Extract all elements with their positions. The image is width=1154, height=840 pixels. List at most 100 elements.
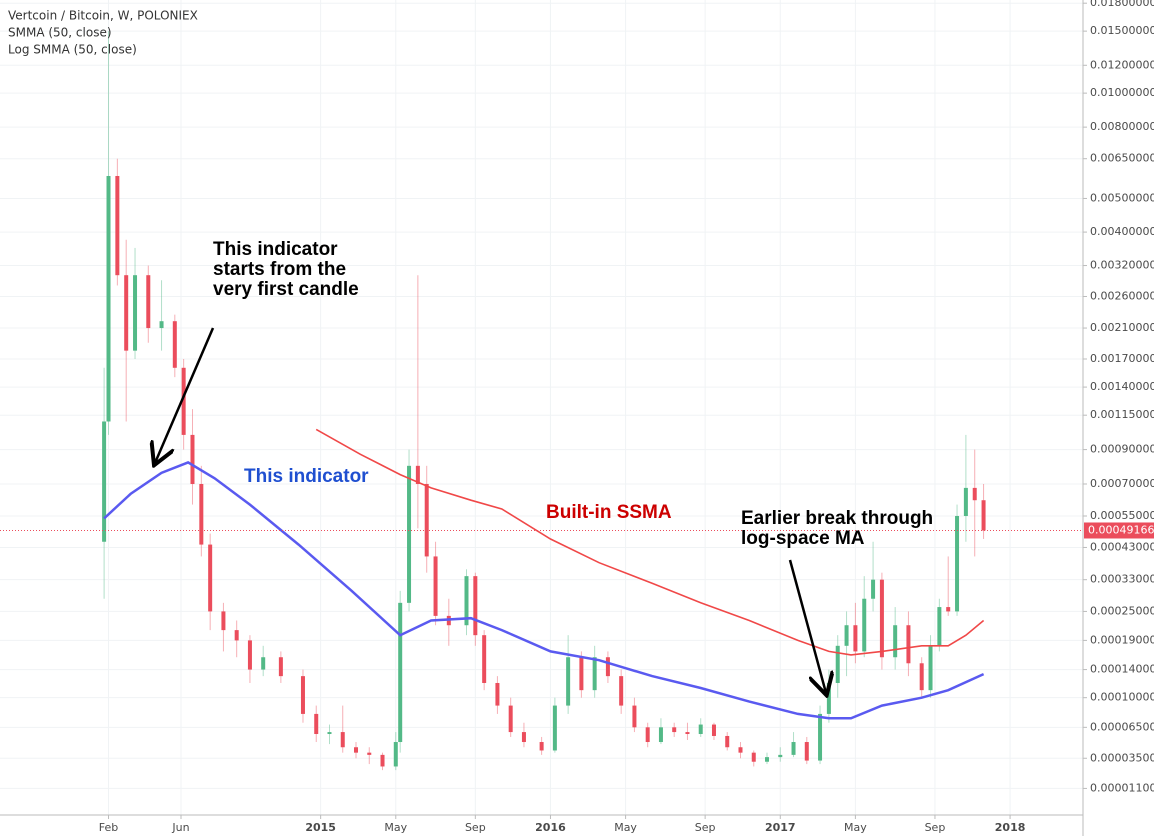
x-tick-label: May [614, 821, 637, 834]
candle-body [424, 483, 429, 557]
candle-body [738, 747, 743, 753]
candle-body [972, 487, 977, 501]
x-tick-label: May [844, 821, 867, 834]
candle-body [115, 175, 120, 276]
candle-body [765, 757, 770, 762]
candle-body [685, 732, 690, 735]
candle-body [327, 732, 332, 735]
arrow [155, 327, 215, 463]
y-tick-label: 0.01500000 [1090, 24, 1154, 37]
candle-body [906, 625, 911, 664]
candle-body [234, 630, 239, 641]
legend-entry: Log SMMA (50, close) [8, 43, 137, 57]
candle-body [592, 657, 597, 691]
candle-body [102, 421, 107, 542]
y-tick-label: 0.00140000 [1090, 380, 1154, 393]
candle-body [928, 645, 933, 691]
last-price-box [1084, 522, 1154, 539]
chart-title: Vertcoin / Bitcoin, W, POLONIEX [8, 9, 198, 23]
y-tick-label: 0.00033000 [1090, 573, 1154, 586]
x-tick-label: Jun [171, 821, 189, 834]
candle-body [340, 732, 345, 748]
candle-body [853, 625, 858, 652]
y-tick-label: 0.00170000 [1090, 352, 1154, 365]
legend-entry: SMMA (50, close) [8, 26, 112, 40]
candle-body [146, 275, 151, 329]
candle-body [579, 657, 584, 691]
x-tick-label: May [384, 821, 407, 834]
candle-body [106, 175, 111, 422]
candle-body [804, 742, 809, 761]
candle-body [871, 579, 876, 599]
candle-body [278, 657, 283, 677]
candle-body [159, 321, 164, 329]
candle-body [963, 487, 968, 516]
candle-body [367, 752, 372, 755]
arrow [788, 559, 826, 693]
candle-body [698, 724, 703, 735]
candle-body [190, 434, 195, 484]
y-tick-label: 0.00400000 [1090, 225, 1154, 238]
x-tick-label: Sep [695, 821, 716, 834]
candle-body [645, 727, 650, 743]
candle-body [208, 544, 213, 612]
candle-body [482, 635, 487, 683]
candle-body [862, 598, 867, 652]
candle-body [354, 747, 359, 753]
annotation: log-space MA [741, 528, 865, 549]
candle-body [407, 465, 412, 603]
last-price-label: 0.00049166 [1088, 523, 1154, 536]
y-tick-label: 0.00001100 [1090, 781, 1154, 794]
candle-body [751, 752, 756, 762]
y-tick-label: 0.01200000 [1090, 58, 1154, 71]
candle-body [791, 742, 796, 755]
annotation: This indicator [213, 239, 338, 260]
y-tick-label: 0.00010000 [1090, 691, 1154, 704]
y-tick-label: 0.00003500 [1090, 751, 1154, 764]
y-tick-label: 0.00650000 [1090, 152, 1154, 165]
y-tick-label: 0.00800000 [1090, 120, 1154, 133]
candle-body [433, 556, 438, 616]
candle-body [672, 727, 677, 733]
y-tick-label: 0.00043000 [1090, 540, 1154, 553]
candle-body [711, 724, 716, 736]
candle-body [539, 742, 544, 751]
y-tick-label: 0.00210000 [1090, 321, 1154, 334]
y-tick-label: 0.00500000 [1090, 191, 1154, 204]
y-tick-label: 0.01800000 [1090, 0, 1154, 9]
y-tick-label: 0.00019000 [1090, 633, 1154, 646]
y-tick-label: 0.01000000 [1090, 86, 1154, 99]
annotation: Built-in SSMA [546, 502, 672, 523]
candle-body [172, 321, 177, 368]
candle-body [521, 732, 526, 743]
candle-body [893, 625, 898, 658]
candle-body [133, 275, 138, 351]
candle-body [393, 742, 398, 767]
x-tick-label: Feb [99, 821, 118, 834]
candle-body [919, 663, 924, 691]
candle-body [552, 705, 557, 751]
moving-average-line [315, 428, 985, 656]
candle-body [844, 625, 849, 646]
y-tick-label: 0.00006500 [1090, 720, 1154, 733]
annotation: Earlier break through [741, 508, 933, 529]
y-tick-label: 0.00070000 [1090, 477, 1154, 490]
candle-body [464, 576, 469, 626]
candle-body [818, 713, 823, 761]
candle-body [605, 657, 610, 677]
x-tick-label: 2016 [535, 821, 566, 834]
candle-body [473, 576, 478, 636]
candle-body [835, 645, 840, 683]
candle-body [247, 640, 252, 670]
candle-body [778, 754, 783, 758]
candle-body [658, 727, 663, 743]
candle-body [314, 713, 319, 735]
candle-body [300, 676, 305, 714]
x-tick-label: 2015 [305, 821, 336, 834]
candle-body [946, 607, 951, 612]
candle-body [398, 602, 403, 743]
candle-body [826, 682, 831, 714]
annotation: very first candle [213, 279, 359, 300]
y-tick-label: 0.00260000 [1090, 289, 1154, 302]
